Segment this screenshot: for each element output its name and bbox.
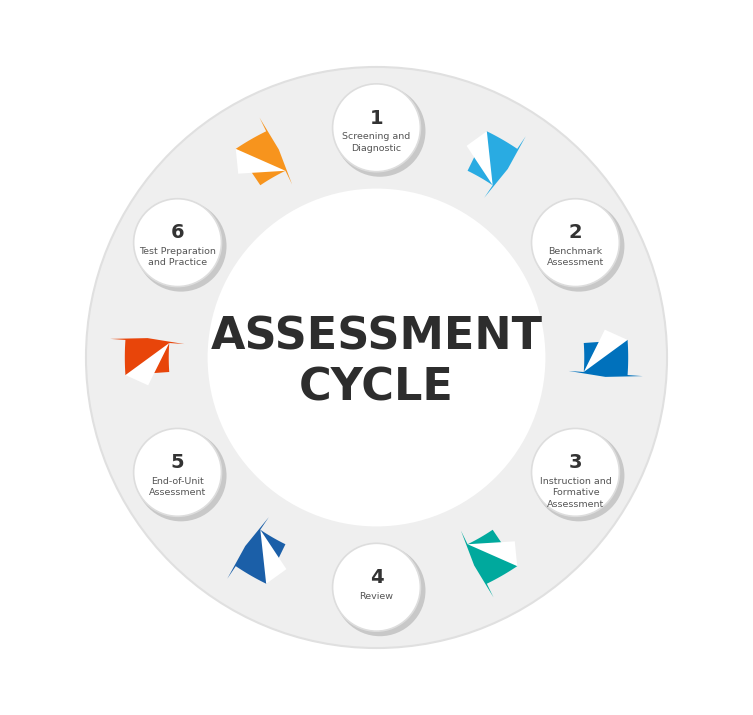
Circle shape xyxy=(333,84,420,172)
Text: Instruction and
Formative
Assessment: Instruction and Formative Assessment xyxy=(540,477,611,508)
Polygon shape xyxy=(126,343,169,385)
Polygon shape xyxy=(468,132,526,198)
Circle shape xyxy=(533,430,624,521)
Polygon shape xyxy=(227,517,285,583)
Circle shape xyxy=(532,428,620,516)
Text: 4: 4 xyxy=(370,568,383,587)
Circle shape xyxy=(333,543,420,631)
Text: Review: Review xyxy=(359,591,394,601)
Text: End-of-Unit
Assessment: End-of-Unit Assessment xyxy=(149,477,206,497)
Polygon shape xyxy=(236,118,292,185)
Polygon shape xyxy=(467,132,492,185)
Circle shape xyxy=(136,430,227,521)
Text: Test Preparation
and Practice: Test Preparation and Practice xyxy=(139,247,216,267)
Text: ASSESSMENT: ASSESSMENT xyxy=(211,316,542,359)
Polygon shape xyxy=(261,530,286,583)
Circle shape xyxy=(208,189,545,526)
Polygon shape xyxy=(584,330,627,372)
Circle shape xyxy=(334,545,425,636)
Text: Screening and
Diagnostic: Screening and Diagnostic xyxy=(343,132,410,152)
Text: 3: 3 xyxy=(569,453,582,472)
Polygon shape xyxy=(236,149,285,174)
Text: 6: 6 xyxy=(171,224,184,242)
Circle shape xyxy=(532,199,620,287)
Text: Benchmark
Assessment: Benchmark Assessment xyxy=(547,247,604,267)
Text: 1: 1 xyxy=(370,109,383,127)
Text: CYCLE: CYCLE xyxy=(299,366,454,410)
Polygon shape xyxy=(468,541,517,566)
Circle shape xyxy=(133,428,221,516)
Polygon shape xyxy=(110,338,184,375)
Polygon shape xyxy=(569,340,643,377)
Text: 2: 2 xyxy=(569,224,582,242)
Circle shape xyxy=(334,86,425,177)
Circle shape xyxy=(86,67,667,648)
Circle shape xyxy=(533,200,624,292)
Circle shape xyxy=(136,200,227,292)
Polygon shape xyxy=(461,530,517,597)
Circle shape xyxy=(133,199,221,287)
Text: 5: 5 xyxy=(171,453,184,472)
